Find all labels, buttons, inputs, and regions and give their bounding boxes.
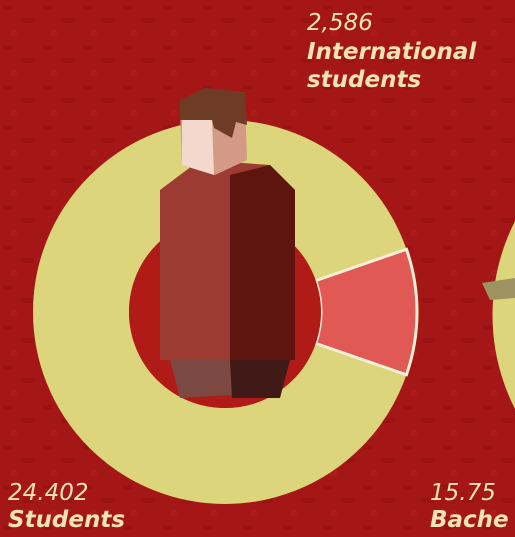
- intl-number: 2,586: [307, 10, 373, 36]
- students-caption: Students: [8, 507, 125, 533]
- students-number: 24.402: [8, 480, 88, 506]
- bachelor-number: 15.75: [430, 480, 496, 506]
- intl-caption: International: [307, 39, 477, 65]
- infographic: 2,586 International students 24.402 Stud…: [0, 0, 515, 537]
- bachelor-caption: Bache: [430, 507, 509, 533]
- intl-caption: students: [307, 67, 421, 93]
